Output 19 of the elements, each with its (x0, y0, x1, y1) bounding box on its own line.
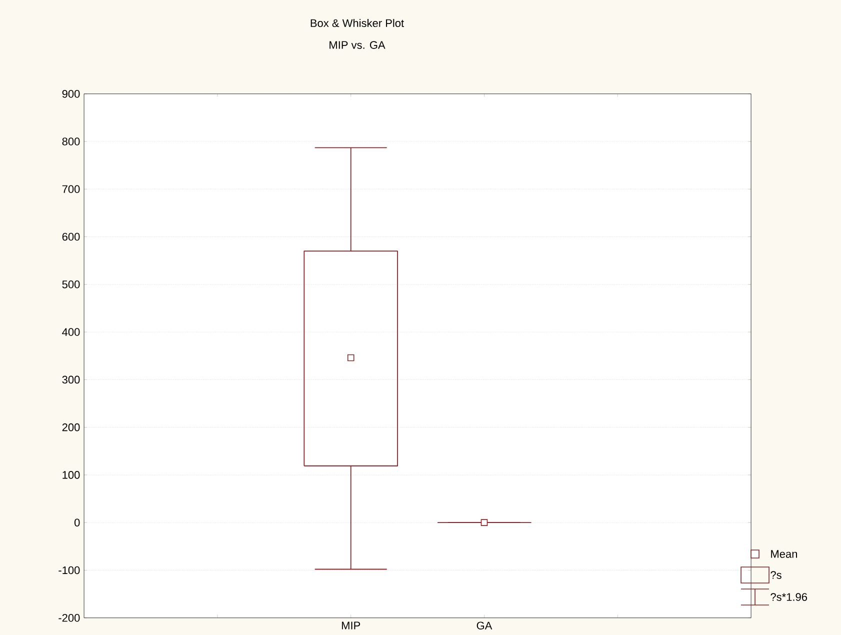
y-tick-label: 0 (74, 518, 80, 526)
chart-title: Box & Whisker Plot (310, 18, 404, 28)
chart-subtitle: MIP vs. GA (330, 41, 386, 49)
y-tick-label: 500 (62, 280, 80, 288)
y-tick-label: 100 (62, 471, 80, 479)
y-tick-label: 800 (62, 138, 80, 146)
y-tick-label: 400 (62, 328, 80, 336)
x-tick-label: MIP (342, 622, 360, 630)
x-tick-label: GA (476, 622, 492, 630)
y-tick-label: 600 (62, 232, 80, 241)
y-tick-label: 700 (62, 185, 80, 194)
y-tick-label: -200 (58, 614, 80, 622)
y-tick-label: 300 (62, 376, 80, 384)
y-tick-label: 900 (62, 90, 80, 98)
y-tick-label: -100 (58, 566, 80, 574)
y-tick-label: 200 (62, 423, 80, 432)
text: ?s (770, 571, 782, 579)
text: Mean (771, 550, 797, 558)
text: ?s*1.96 (770, 593, 808, 601)
